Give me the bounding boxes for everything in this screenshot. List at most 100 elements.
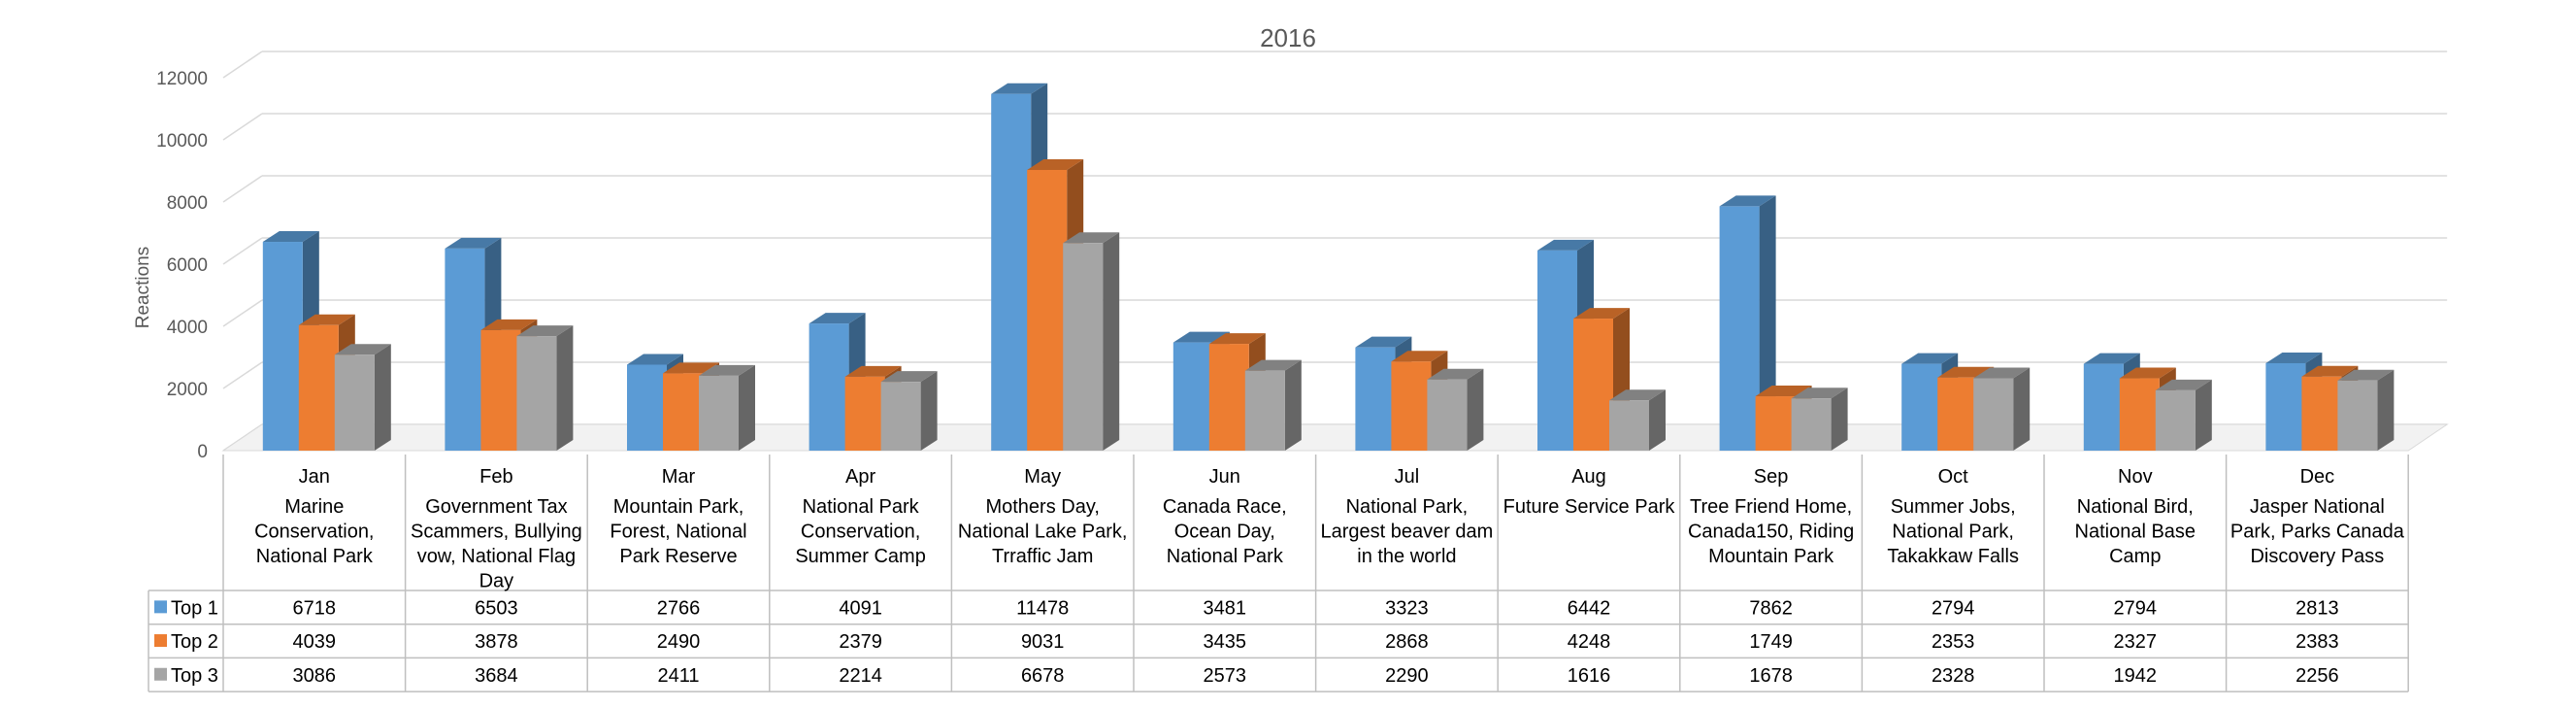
- category-annotation: Park Reserve: [619, 546, 737, 567]
- bar-top: [1355, 336, 1412, 348]
- category-annotation: Canada Race,: [1163, 496, 1287, 518]
- data-label: 2573: [1204, 665, 1247, 687]
- category-annotation: Forest, National: [610, 522, 746, 543]
- bar-front: [1791, 398, 1832, 451]
- data-table: Jan Marine Conservation, National Park Feb Go…: [148, 455, 2409, 692]
- data-label: 6442: [1568, 597, 1611, 619]
- x-tick-label: Jul: [1395, 466, 1420, 488]
- bar-front: [663, 373, 703, 451]
- category-annotation: Tree Friend Home,: [1690, 496, 1852, 518]
- bar: [2337, 369, 2394, 451]
- bar-front: [1208, 344, 1249, 451]
- gridline-side-3: [222, 237, 263, 265]
- legend-entry: Top 3: [171, 665, 218, 687]
- data-label: 6503: [475, 597, 518, 619]
- data-label: 7862: [1749, 597, 1793, 619]
- bar: [1609, 389, 1666, 451]
- data-label: 2766: [657, 597, 701, 619]
- bar-group-aug: [1537, 239, 1666, 451]
- bar-front: [844, 376, 885, 451]
- x-tick-label: Mar: [662, 466, 696, 488]
- data-label: 11478: [1016, 597, 1069, 619]
- data-label: 6678: [1021, 665, 1065, 687]
- chart-title: 2016: [1260, 23, 1316, 52]
- data-label: 2794: [1932, 597, 1975, 619]
- data-label: 2383: [2295, 631, 2339, 653]
- category-annotation: Summer Camp: [795, 546, 925, 567]
- bar-side: [1831, 388, 1848, 451]
- data-label: 1942: [2114, 665, 2158, 687]
- bar-top: [1573, 308, 1630, 320]
- bar-front: [1573, 319, 1613, 451]
- data-label: 2813: [2295, 597, 2339, 619]
- legend-key: [154, 667, 167, 681]
- bar: [334, 344, 391, 451]
- data-label: 1749: [1749, 631, 1793, 653]
- bar-front: [1244, 370, 1285, 451]
- bar-top: [1537, 239, 1594, 251]
- grid-layer: 0 2000 4000 6000 8000 10000 12000: [156, 51, 2449, 462]
- bar-front: [1973, 378, 2014, 451]
- bar-top: [2119, 367, 2176, 379]
- category-annotation: National Bird,: [2077, 496, 2194, 518]
- x-tick-label: Feb: [479, 466, 512, 488]
- bar-group-mar: [627, 354, 755, 451]
- y-tick-label: 6000: [167, 255, 208, 276]
- data-label: 2290: [1385, 665, 1429, 687]
- bar-side: [920, 371, 938, 451]
- bar-front: [809, 323, 849, 451]
- category-annotation: Largest beaver dam: [1320, 522, 1493, 543]
- y-axis-label: Reactions: [133, 247, 153, 329]
- bar-side: [1649, 389, 1666, 451]
- bar-front: [1027, 170, 1068, 451]
- bar-top: [2265, 352, 2323, 363]
- data-label: 3323: [1385, 597, 1429, 619]
- bar-front: [2337, 380, 2378, 451]
- bar-top: [627, 354, 683, 365]
- data-label: 1616: [1568, 665, 1611, 687]
- category-annotation: Summer Jobs,: [1891, 496, 2016, 518]
- legend-entry: Top 2: [171, 631, 218, 653]
- bar-front: [480, 329, 521, 451]
- bar-top: [262, 231, 319, 243]
- bar-top: [1609, 389, 1666, 401]
- bar-top: [1755, 386, 1812, 397]
- bar-front: [2301, 376, 2342, 451]
- x-tick-label: Jun: [1209, 466, 1240, 488]
- bar-front: [2119, 378, 2160, 451]
- category-annotation: Day: [479, 571, 514, 592]
- bar-group-jun: [1172, 331, 1302, 451]
- category-annotation: Conservation,: [254, 522, 374, 543]
- data-label: 2256: [2295, 665, 2339, 687]
- bar-top: [1063, 232, 1120, 244]
- x-tick-label: Nov: [2118, 466, 2153, 488]
- bar-side: [1103, 232, 1120, 451]
- bar-front: [880, 382, 921, 451]
- x-tick-label: May: [1024, 466, 1061, 488]
- bar-front: [991, 93, 1032, 451]
- bar-side: [2377, 369, 2394, 451]
- bar-front: [1427, 379, 1468, 451]
- bar-group-apr: [809, 313, 938, 451]
- x-tick-label: Aug: [1571, 466, 1606, 488]
- bar-front: [1937, 377, 1978, 451]
- bar-top: [1172, 331, 1230, 343]
- bar-top: [516, 325, 574, 337]
- data-label: 6718: [293, 597, 337, 619]
- y-tick-label: 12000: [156, 69, 208, 89]
- bar-front: [1755, 396, 1796, 451]
- chart-floor: [221, 423, 2449, 452]
- y-tick-label: 4000: [167, 318, 208, 338]
- category-annotation: National Lake Park,: [958, 522, 1128, 543]
- bar: [516, 325, 574, 451]
- bar-top: [1901, 353, 1959, 364]
- category-annotation: National Park,: [1346, 496, 1469, 518]
- gridline-side-4: [222, 175, 263, 203]
- bar-group-dec: [2265, 352, 2394, 451]
- bar-top: [334, 344, 391, 355]
- category-annotation: Jasper National: [2250, 496, 2385, 518]
- bar-top: [1791, 388, 1848, 399]
- data-label: 1678: [1749, 665, 1793, 687]
- data-label: 2490: [657, 631, 701, 653]
